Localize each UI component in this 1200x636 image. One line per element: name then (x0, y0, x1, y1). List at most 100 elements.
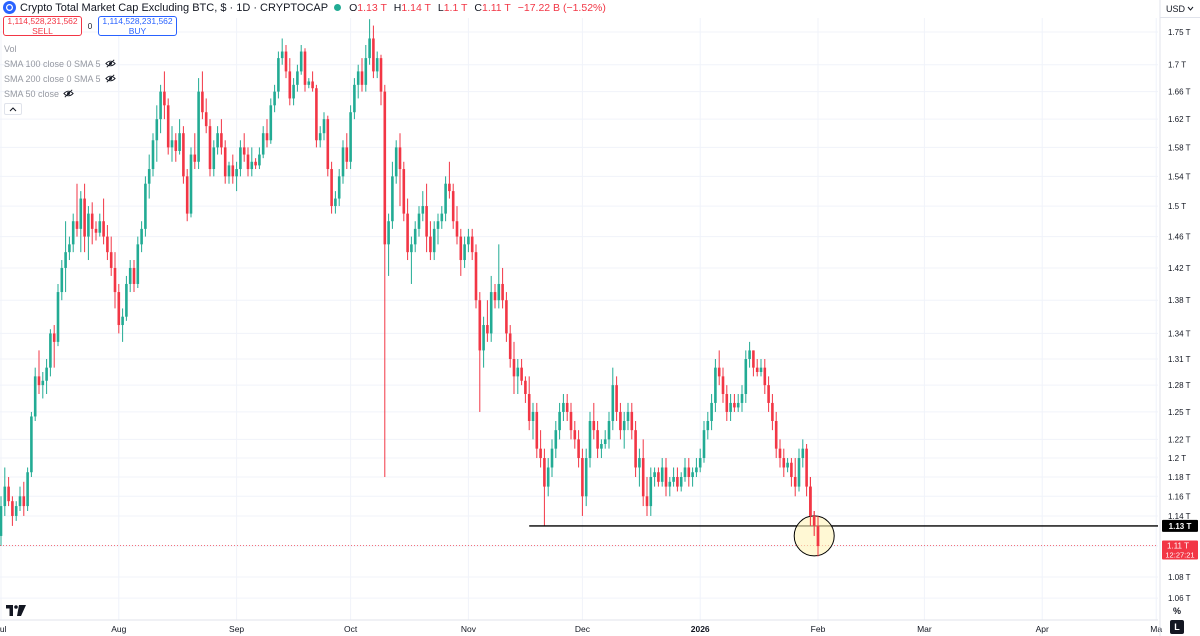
candle-body (337, 176, 341, 199)
candle-body (52, 333, 56, 342)
x-tick-label: Mar (917, 624, 932, 634)
y-tick-label: 1.06 T (1168, 594, 1191, 603)
log-scale-button[interactable]: L (1170, 620, 1184, 634)
candle-body (292, 84, 295, 99)
candle-body (121, 316, 124, 326)
tradingview-logo[interactable] (6, 603, 26, 621)
candle-body (809, 486, 812, 516)
candle-body (68, 244, 71, 253)
candle-body (558, 411, 561, 431)
candle-body (212, 147, 216, 170)
candle-body (280, 51, 284, 59)
cryptocap-logo-icon (3, 1, 16, 14)
y-tick-label: 1.38 T (1168, 296, 1191, 305)
candle-body (653, 472, 656, 478)
symbol-title[interactable]: Crypto Total Market Cap Excluding BTC, $… (20, 1, 329, 14)
candle-body (448, 183, 451, 192)
candle-body (668, 481, 672, 487)
x-tick-label: Feb (811, 624, 826, 634)
candle-body (717, 367, 721, 377)
candle-body (421, 206, 425, 214)
candle-body (505, 300, 508, 334)
buy-button[interactable]: 1,114,528,231,562 BUY (98, 16, 177, 36)
candle-body (265, 133, 269, 141)
candle-body (451, 191, 455, 222)
candle-body (706, 421, 710, 431)
indicator-label: Vol (4, 43, 17, 54)
candle-body (577, 439, 580, 459)
eye-icon[interactable] (104, 58, 116, 69)
candle-body (600, 444, 603, 449)
candle-body (117, 292, 121, 326)
candle-body (37, 376, 41, 386)
candle-body (432, 228, 436, 253)
candle-body (679, 477, 683, 487)
candle-body (535, 411, 539, 449)
candle-body (303, 51, 307, 85)
candle-body (64, 252, 67, 268)
candle-body (387, 221, 390, 245)
indicator-sma100[interactable]: SMA 100 close 0 SMA 5 (4, 56, 116, 71)
candle-body (273, 91, 276, 106)
x-tick-label: Dec (575, 624, 591, 634)
indicator-sma50[interactable]: SMA 50 close (4, 86, 116, 101)
candle-body (353, 84, 356, 113)
candle-body (204, 112, 208, 127)
low-label: L (437, 1, 444, 14)
candle-body (208, 126, 212, 170)
sell-button[interactable]: 1,114,528,231,562 SELL (3, 16, 82, 36)
candle-body (87, 213, 90, 237)
eye-icon[interactable] (104, 73, 116, 84)
candle-body (444, 183, 447, 214)
y-tick-label: 1.58 T (1168, 143, 1191, 152)
y-tick-label: 1.75 T (1168, 28, 1191, 37)
candle-body (752, 350, 755, 368)
y-tick-label: 1.25 T (1168, 408, 1191, 417)
candle-body (755, 367, 759, 372)
x-tick-label: Sep (229, 624, 244, 634)
candle-body (356, 71, 360, 85)
candle-body (394, 147, 398, 177)
candle-body (797, 458, 801, 487)
candle-body (539, 448, 542, 459)
x-tick-label: Aug (111, 624, 126, 634)
candle-body (501, 283, 504, 301)
x-tick-label: Jul (0, 624, 7, 634)
candle-body (740, 394, 744, 403)
candle-body (128, 267, 132, 284)
candle-body (588, 421, 592, 459)
candle-body (603, 439, 607, 445)
candle-body (698, 458, 702, 468)
candle-body (18, 496, 22, 507)
candle-body (467, 236, 470, 245)
candle-body (151, 140, 155, 170)
candle-body (193, 154, 197, 162)
indicator-sma200[interactable]: SMA 200 close 0 SMA 5 (4, 71, 116, 86)
candle-body (425, 206, 428, 237)
candle-body (657, 472, 660, 482)
candle-body (30, 416, 33, 473)
collapse-legend-button[interactable] (4, 103, 22, 115)
candle-body (729, 402, 732, 412)
chevron-up-icon (9, 107, 17, 112)
candle-body (493, 292, 497, 301)
candle-body (763, 367, 767, 386)
indicator-vol[interactable]: Vol (4, 41, 116, 56)
candle-body (512, 358, 516, 377)
low-value: 1.1 T (443, 1, 468, 14)
candle-body (375, 58, 379, 72)
buy-price: 1,114,528,231,562 (102, 16, 173, 26)
open-value: 1.13 T (357, 1, 387, 14)
candle-body (372, 38, 375, 72)
candle-body (531, 411, 535, 422)
candle-body (277, 58, 280, 92)
percent-scale-button[interactable]: % (1172, 606, 1181, 616)
y-tick-label: 1.08 T (1168, 573, 1191, 582)
candle-body (326, 119, 330, 170)
candle-body (721, 376, 725, 395)
currency-selector[interactable]: USD (1160, 0, 1200, 18)
eye-icon[interactable] (63, 88, 74, 99)
candle-body (341, 147, 345, 177)
candle-body (714, 367, 717, 403)
